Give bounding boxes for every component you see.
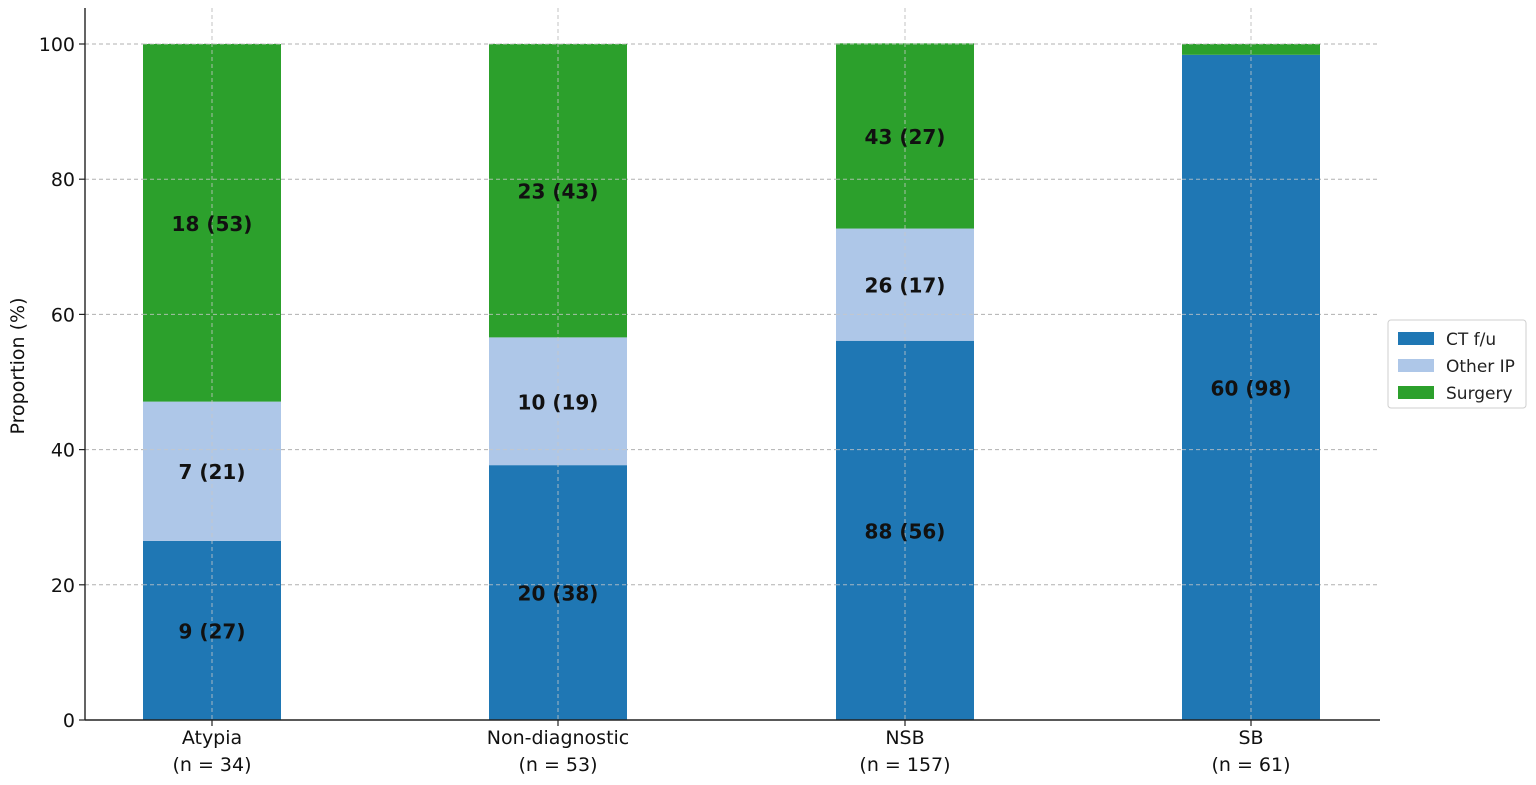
data-label: 23 (43) <box>518 180 599 204</box>
data-label: 10 (19) <box>518 390 599 414</box>
bar-sb-surgery <box>1182 44 1320 55</box>
data-label: 60 (98) <box>1211 376 1292 400</box>
x-tick-count-label: (n = 61) <box>1211 754 1290 776</box>
bars <box>143 8 1320 721</box>
y-tick-label-0: 0 <box>63 710 75 732</box>
legend-label: CT f/u <box>1446 330 1496 350</box>
legend-swatch-other-ip <box>1398 359 1434 372</box>
x-tick-count-label: (n = 34) <box>172 754 251 776</box>
grid-lines <box>85 8 1380 720</box>
legend-label: Other IP <box>1446 357 1515 377</box>
data-label: 43 (27) <box>865 125 946 149</box>
y-tick-label-40: 40 <box>51 440 75 462</box>
data-labels: 9 (27) 7 (21) 18 (53) 20 (38) 10 (19) 23 (43)… <box>172 125 1292 643</box>
x-tick-label: SB <box>1238 727 1263 749</box>
y-tick-label-80: 80 <box>51 169 75 191</box>
legend-swatch-ct-f-u <box>1398 332 1434 345</box>
data-label: 88 (56) <box>865 519 946 543</box>
x-tick-label: Atypia <box>182 727 242 749</box>
legend-label: Surgery <box>1446 384 1513 404</box>
data-label: 20 (38) <box>518 582 599 606</box>
bar-atypia-surgery <box>143 44 281 402</box>
data-label: 9 (27) <box>179 619 246 643</box>
y-tick-label-100: 100 <box>39 34 75 56</box>
y-tick-label-20: 20 <box>51 575 75 597</box>
y-axis-label: Proportion (%) <box>7 298 29 435</box>
x-tick-label: NSB <box>885 727 924 749</box>
x-tick-count-label: (n = 157) <box>859 754 950 776</box>
legend-swatch-surgery <box>1398 386 1434 399</box>
y-tick-label-60: 60 <box>51 304 75 326</box>
x-tick-count-label: (n = 53) <box>518 754 597 776</box>
axes: 0 20 40 60 80 100 Atypia (n = 34) Non-diagnostic… <box>39 8 1380 776</box>
legend: CT f/u Other IP Surgery <box>1387 319 1527 409</box>
data-label: 7 (21) <box>179 460 246 484</box>
data-label: 18 (53) <box>172 212 253 236</box>
data-label: 26 (17) <box>865 274 946 298</box>
x-tick-label: Non-diagnostic <box>487 727 630 749</box>
